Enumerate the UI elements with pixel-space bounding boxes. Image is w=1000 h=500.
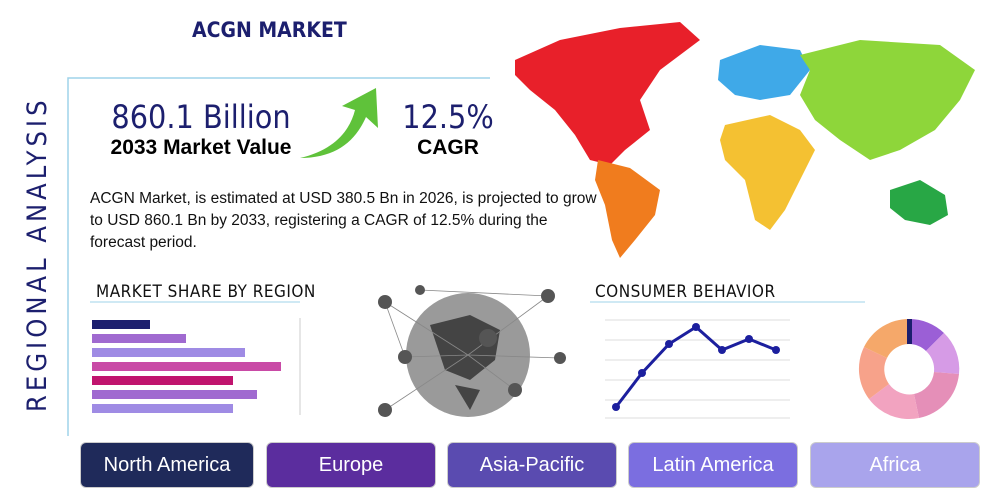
cagr-label: CAGR	[417, 136, 479, 159]
region-button[interactable]: Africa	[810, 442, 980, 488]
description: ACGN Market, is estimated at USD 380.5 B…	[90, 190, 597, 251]
region-button[interactable]: Europe	[266, 442, 436, 488]
side-heading: REGIONAL ANALYSIS	[22, 96, 53, 412]
cagr-value: 12.5%	[402, 98, 494, 136]
growth-arrow	[300, 88, 378, 158]
frame	[67, 77, 490, 436]
world-map	[515, 22, 975, 258]
section-heading: MARKET SHARE BY REGION	[96, 282, 316, 302]
mini-donut	[858, 318, 960, 420]
region-button[interactable]: Latin America	[628, 442, 798, 488]
market-value: 860.1 Billion	[111, 98, 291, 136]
region-button[interactable]: North America	[80, 442, 254, 488]
mini-bar-chart	[92, 318, 301, 415]
region-button[interactable]: Asia-Pacific	[447, 442, 617, 488]
market-value-label: 2033 Market Value	[110, 136, 292, 159]
network-globe	[378, 285, 566, 417]
section-heading: CONSUMER BEHAVIOR	[595, 282, 776, 302]
mini-line-chart	[605, 319, 790, 419]
page-title: ACGN MARKET	[192, 18, 347, 42]
